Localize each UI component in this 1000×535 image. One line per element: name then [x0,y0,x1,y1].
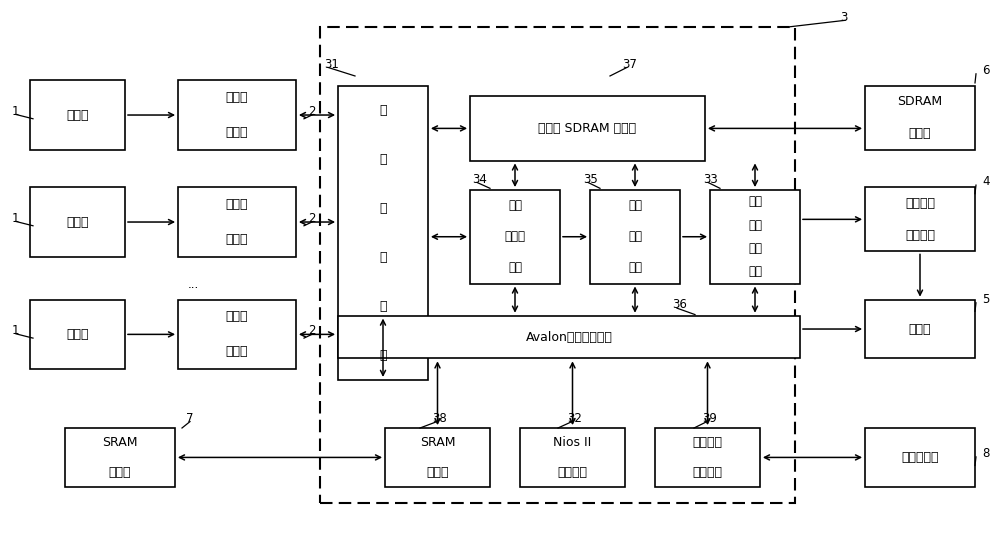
Text: 摄像头: 摄像头 [66,109,89,121]
Text: 模块: 模块 [508,262,522,274]
Text: 模块: 模块 [628,262,642,274]
Text: 2: 2 [308,105,316,118]
Text: 6: 6 [982,64,990,77]
Text: 2: 2 [308,324,316,337]
Text: 1: 1 [12,212,20,225]
Text: 拼接: 拼接 [628,230,642,243]
Bar [470,96,705,160]
Text: 多端口 SDRAM 控制器: 多端口 SDRAM 控制器 [538,122,637,135]
Text: 块: 块 [379,349,387,362]
Bar [178,187,296,257]
Text: 频: 频 [379,152,387,166]
Text: 37: 37 [622,58,637,71]
Text: SRAM: SRAM [102,436,138,449]
Bar [590,190,680,284]
Text: 摄像头: 摄像头 [66,216,89,228]
Bar [655,428,760,487]
Text: 模: 模 [379,300,387,313]
Text: 控制器: 控制器 [426,465,449,479]
Text: 3: 3 [840,11,847,24]
Bar [865,300,975,358]
Text: 摄像头: 摄像头 [66,328,89,341]
Text: 视: 视 [379,104,387,117]
Text: 口控制器: 口控制器 [692,465,722,479]
Bar [865,428,975,487]
Text: 32: 32 [567,412,582,425]
Bar [178,80,296,150]
Text: Avalon内部交换总线: Avalon内部交换总线 [526,331,612,343]
Text: 39: 39 [702,412,717,425]
Text: 36: 36 [672,299,687,311]
Bar [520,428,625,487]
Text: 7: 7 [186,412,194,425]
Text: 预处理: 预处理 [505,230,526,243]
Text: 存储器: 存储器 [909,127,931,140]
Text: Nios II: Nios II [553,436,592,449]
Text: 8: 8 [982,447,989,460]
Text: 视频解: 视频解 [226,198,248,211]
Bar [30,80,125,150]
Bar [470,190,560,284]
Bar [320,27,795,503]
Text: 35: 35 [583,173,598,186]
Text: 捕: 捕 [379,202,387,215]
Bar [30,300,125,369]
Text: 5: 5 [982,293,989,306]
Text: 以太网接: 以太网接 [692,436,722,449]
Bar [865,187,975,251]
Text: 视频解: 视频解 [226,310,248,324]
Text: 以太网接口: 以太网接口 [901,451,939,464]
Text: 4: 4 [982,175,990,188]
Text: 图像: 图像 [628,199,642,212]
Bar [65,428,175,487]
Text: SDRAM: SDRAM [897,95,943,108]
Text: ...: ... [187,278,199,291]
Text: 模块: 模块 [748,265,762,278]
Text: 转换电路: 转换电路 [905,229,935,242]
Text: 码电路: 码电路 [226,233,248,246]
Text: 视频: 视频 [748,195,762,208]
Text: 图像: 图像 [508,199,522,212]
Text: 1: 1 [12,324,20,337]
Text: 获: 获 [379,251,387,264]
Text: 码电路: 码电路 [226,345,248,358]
Text: 显示器: 显示器 [909,323,931,335]
Text: 34: 34 [472,173,487,186]
Bar [338,316,800,358]
Text: 视频数模: 视频数模 [905,197,935,210]
Bar [865,86,975,150]
Text: 视频解: 视频解 [226,91,248,104]
Text: 微处理器: 微处理器 [558,465,588,479]
Bar [178,300,296,369]
Text: 33: 33 [703,173,718,186]
Bar [30,187,125,257]
Text: 31: 31 [324,58,339,71]
Text: 1: 1 [12,105,20,118]
Text: 38: 38 [432,412,447,425]
Text: 2: 2 [308,212,316,225]
Text: 存储器: 存储器 [109,465,131,479]
Bar [338,86,428,380]
Bar [710,190,800,284]
Text: 显示: 显示 [748,218,762,232]
Bar [385,428,490,487]
Text: 码电路: 码电路 [226,126,248,139]
Text: 控制: 控制 [748,242,762,255]
Text: SRAM: SRAM [420,436,455,449]
